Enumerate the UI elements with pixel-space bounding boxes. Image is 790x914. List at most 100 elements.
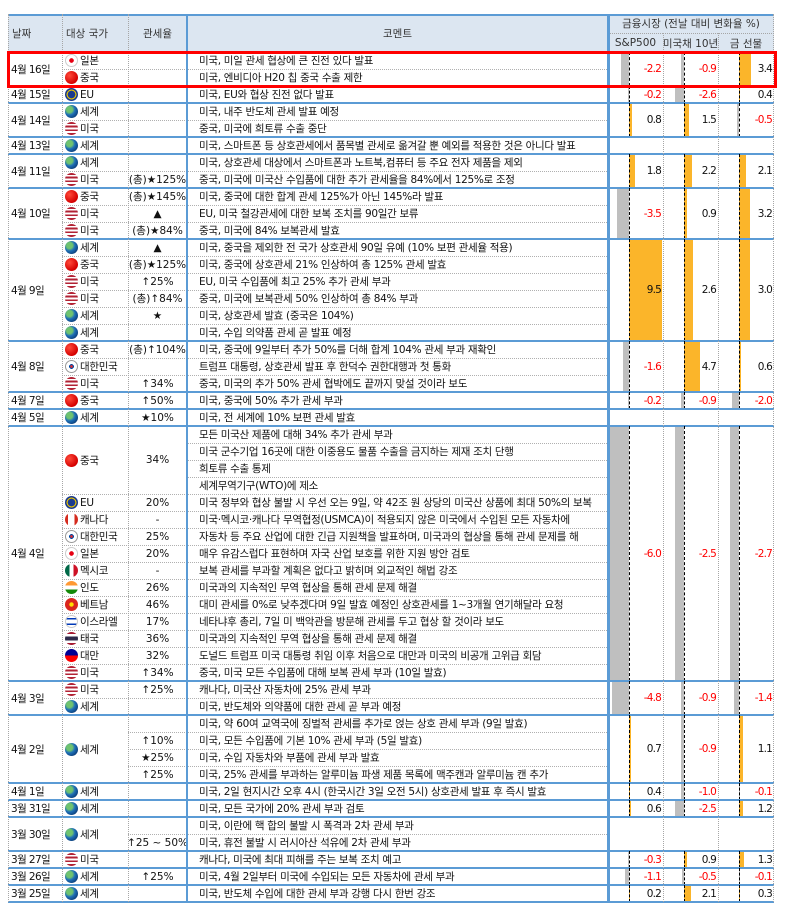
tariff-cell: ▲ bbox=[128, 205, 187, 222]
positive-bar bbox=[629, 716, 632, 782]
positive-bar bbox=[684, 852, 688, 867]
zero-axis-line bbox=[629, 885, 630, 902]
positive-bar bbox=[684, 342, 701, 391]
market-value: 3.2 bbox=[757, 207, 773, 220]
market-cell-sp500: 9.5 bbox=[608, 239, 663, 341]
market-value: 0.2 bbox=[646, 887, 662, 900]
market-value: 0.8 bbox=[646, 114, 662, 126]
negative-bar bbox=[680, 716, 684, 782]
country-name: 세계 bbox=[80, 871, 99, 883]
market-cell-ust10: -0.9 bbox=[663, 52, 718, 86]
market-value: 0.9 bbox=[701, 207, 717, 220]
col-divider bbox=[663, 33, 664, 902]
country-cell: 대한민국 bbox=[62, 528, 128, 545]
zero-axis-line bbox=[684, 715, 685, 783]
tariff-text: ★25% bbox=[141, 751, 174, 764]
market-value: 1.5 bbox=[701, 114, 717, 126]
negative-bar bbox=[675, 801, 684, 816]
zero-axis-line bbox=[739, 681, 740, 715]
flag-us-icon bbox=[65, 275, 78, 288]
group-separator bbox=[8, 884, 774, 886]
tariff-text: ↑34% bbox=[141, 666, 174, 679]
market-value: 0.4 bbox=[757, 88, 773, 101]
country-name: 세계 bbox=[80, 803, 99, 815]
flag-cn-icon bbox=[65, 71, 78, 84]
market-value: -1.6 bbox=[643, 360, 662, 373]
negative-bar bbox=[680, 682, 684, 714]
country-name: 중국 bbox=[80, 259, 99, 271]
negative-bar bbox=[612, 682, 629, 714]
comment-cell: 도널드 트럼프 미국 대통령 취임 이후 처음으로 대만과 미국의 비공개 고위… bbox=[199, 650, 542, 662]
tariff-text: ↑25% bbox=[141, 870, 174, 883]
market-value: -2.6 bbox=[698, 88, 717, 101]
market-value: -0.1 bbox=[754, 785, 773, 798]
row-separator bbox=[128, 766, 187, 767]
group-separator bbox=[8, 340, 774, 342]
negative-bar bbox=[627, 852, 629, 867]
flag-cn-icon bbox=[65, 343, 78, 356]
tariff-text: 25% bbox=[145, 530, 170, 543]
flag-vn-icon bbox=[65, 598, 78, 611]
comment-cell: 미국, 수입 의약품 관세 곧 발표 예정 bbox=[199, 327, 352, 339]
flag-in-icon bbox=[65, 581, 78, 594]
date-cell: 4월 14일 bbox=[11, 114, 51, 127]
row-separator bbox=[62, 375, 607, 376]
market-cell-sp500: -1.6 bbox=[608, 341, 663, 392]
tariff-cell: ↑34% bbox=[128, 664, 187, 681]
market-value: -0.9 bbox=[698, 692, 717, 704]
tariff-text: ↑50% bbox=[141, 394, 174, 407]
flag-th-icon bbox=[65, 632, 78, 645]
row-separator bbox=[62, 511, 607, 512]
tariff-cell: (총)↑104% bbox=[128, 341, 187, 358]
country-name: 미국 bbox=[80, 378, 99, 390]
comment-cell: 미국, 휴전 불발 시 러시아산 석유에 2차 관세 부과 bbox=[199, 837, 411, 849]
zero-axis-line bbox=[629, 154, 630, 188]
market-value: 1.3 bbox=[757, 853, 773, 866]
country-name: 미국 bbox=[80, 276, 99, 288]
group-separator bbox=[8, 425, 774, 427]
row-separator bbox=[62, 324, 607, 325]
country-name: 중국 bbox=[80, 395, 99, 407]
comment-cell: 중국, 미국에 미국산 수입품에 대한 추가 관세율을 84%에서 125%로 … bbox=[199, 174, 515, 186]
tariff-text: 36% bbox=[145, 632, 170, 645]
market-cell-sp500: 1.8 bbox=[608, 154, 663, 188]
row-separator bbox=[128, 749, 187, 750]
tariff-cell: ↑50% bbox=[128, 392, 187, 409]
comment-cell: 미국, 중국을 제외한 전 국가 상호관세 90일 유예 (10% 보편 관세율… bbox=[199, 242, 513, 254]
market-value: -0.2 bbox=[643, 394, 662, 407]
flag-eu-icon bbox=[65, 88, 78, 101]
row-separator bbox=[187, 477, 607, 478]
tariff-cell: (총)★125% bbox=[128, 256, 187, 273]
market-cell-ust10: -0.9 bbox=[663, 681, 718, 715]
comment-cell: EU, 미국 철강관세에 대한 보복 조치를 90일간 보류 bbox=[199, 208, 419, 220]
tariff-text: ★ bbox=[152, 309, 163, 322]
comment-cell: 중국, 미국의 추가 50% 관세 협박에도 끝까지 맞설 것이라 보도 bbox=[199, 378, 468, 390]
negative-bar bbox=[732, 393, 739, 408]
market-cell-sp500: -0.2 bbox=[608, 392, 663, 409]
country-cell: 미국 bbox=[62, 375, 128, 392]
header-market: 금융시장 (전날 대비 변화율 %) bbox=[608, 14, 774, 33]
tariff-cell: 46% bbox=[128, 596, 187, 613]
flag-il-icon bbox=[65, 615, 78, 628]
comment-cell: 미국과의 지속적인 무역 협상을 통해 관세 문제 해결 bbox=[199, 582, 417, 594]
tariff-text: 20% bbox=[145, 496, 170, 509]
tariff-cell: 20% bbox=[128, 545, 187, 562]
date-cell: 4월 3일 bbox=[11, 692, 45, 705]
market-value: 0.6 bbox=[757, 360, 773, 373]
country-name: 멕시코 bbox=[80, 565, 109, 577]
country-cell: EU bbox=[62, 494, 128, 511]
country-name: 중국 bbox=[80, 344, 99, 356]
row-separator bbox=[62, 69, 607, 70]
tariff-cell: 26% bbox=[128, 579, 187, 596]
country-cell: 미국 bbox=[62, 273, 128, 290]
country-name: 중국 bbox=[80, 454, 99, 467]
header-date: 날짜 bbox=[8, 14, 62, 52]
zero-axis-line bbox=[739, 426, 740, 681]
zero-axis-line bbox=[739, 800, 740, 817]
market-value: -1.1 bbox=[643, 870, 662, 883]
date-cell: 4월 13일 bbox=[11, 140, 51, 152]
positive-bar bbox=[629, 104, 632, 136]
flag-world-icon bbox=[65, 139, 78, 152]
date-cell: 4월 7일 bbox=[11, 395, 45, 407]
country-name: 세계 bbox=[80, 106, 99, 118]
